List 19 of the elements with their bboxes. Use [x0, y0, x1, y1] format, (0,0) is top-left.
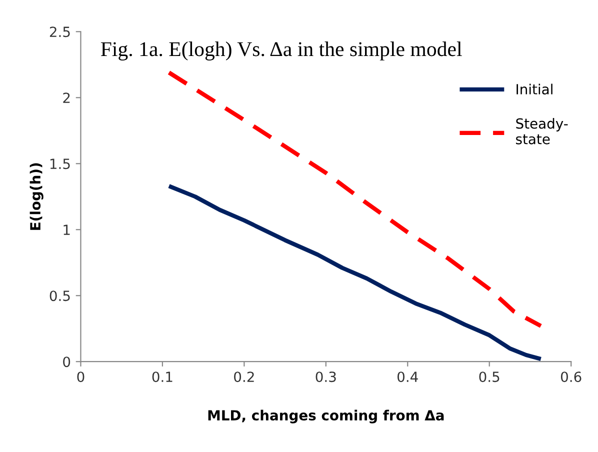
- y-tick-label: 1: [64, 224, 70, 235]
- y-tick-label: 2.5: [50, 26, 70, 38]
- y-axis-title: E(log(h)): [30, 163, 44, 230]
- chart-title: Fig. 1a. E(logh) Vs. Δa in the simple model: [100, 42, 462, 60]
- x-tick-label: 0.5: [479, 372, 500, 382]
- legend-label: Steady- state: [516, 118, 568, 144]
- y-tick-label: 0.5: [50, 290, 70, 302]
- y-tick-label: 0: [63, 356, 70, 368]
- line-series: [166, 184, 543, 362]
- x-tick-label: 0.2: [234, 372, 254, 382]
- x-tick-label: 0: [77, 372, 84, 382]
- x-axis-title: MLD, changes coming from Δa: [208, 410, 444, 424]
- x-tick-label: 0.4: [398, 372, 418, 382]
- y-tick-label: 2: [63, 92, 70, 103]
- y-tick-label: 1.5: [50, 158, 70, 170]
- x-tick-label: 0.1: [152, 372, 172, 382]
- x-tick-label: 0.3: [316, 372, 336, 382]
- legend-label: Initial: [516, 84, 552, 94]
- x-tick-label: 0.6: [560, 372, 582, 382]
